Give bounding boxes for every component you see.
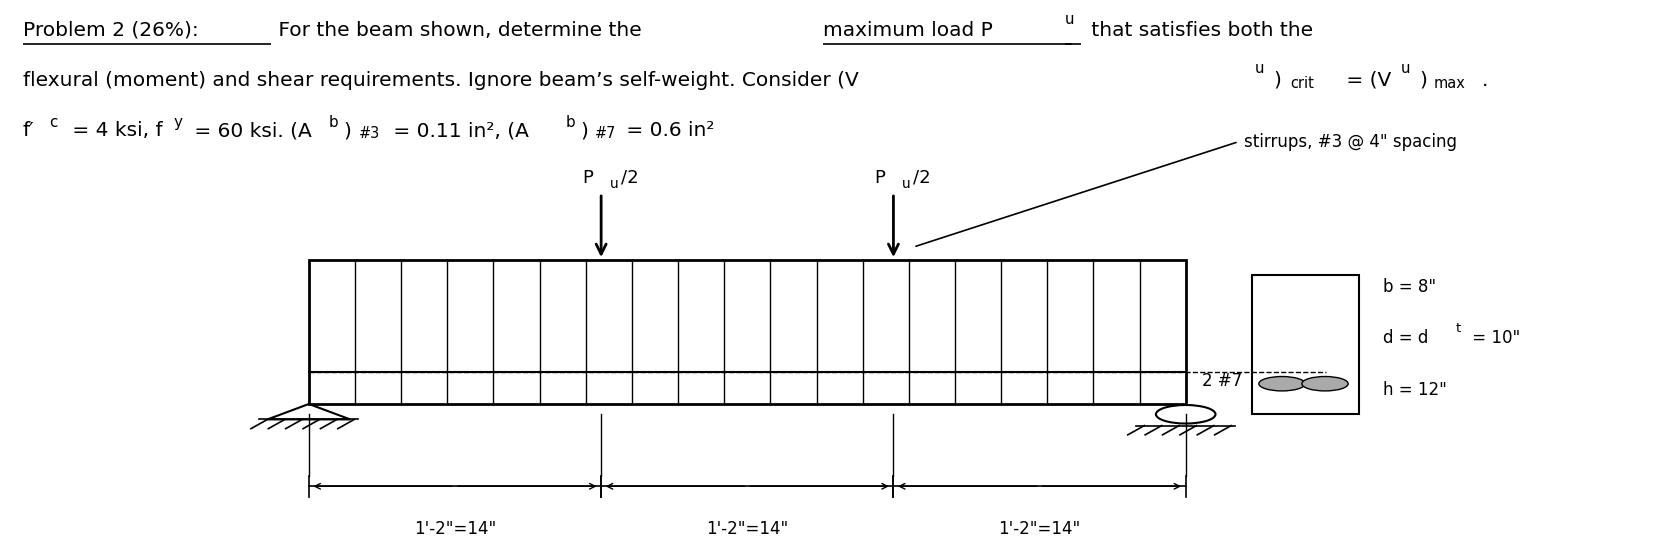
Text: /2: /2 [913, 169, 931, 187]
Text: = 60 ksi. (A: = 60 ksi. (A [188, 121, 312, 140]
Text: u: u [609, 177, 618, 191]
Text: ): ) [344, 121, 352, 140]
Text: #7: #7 [594, 126, 616, 141]
Text: P: P [583, 169, 593, 187]
Text: ): ) [1273, 71, 1282, 90]
Text: Problem 2 (26%):: Problem 2 (26%): [23, 21, 199, 40]
Text: stirrups, #3 @ 4" spacing: stirrups, #3 @ 4" spacing [1243, 133, 1456, 151]
Text: 1'-2"=14": 1'-2"=14" [413, 519, 496, 538]
Text: u: u [1066, 11, 1074, 26]
Text: b: b [329, 115, 339, 130]
Text: ): ) [581, 121, 588, 140]
Text: flexural (moment) and shear requirements. Ignore beam’s self-weight. Consider (V: flexural (moment) and shear requirements… [23, 71, 858, 90]
Text: = 4 ksi, f: = 4 ksi, f [66, 121, 163, 140]
Text: maximum load P: maximum load P [823, 21, 993, 40]
Text: 1'-2"=14": 1'-2"=14" [998, 519, 1081, 538]
Text: P: P [875, 169, 885, 187]
Text: max: max [1434, 76, 1466, 91]
Text: y: y [173, 115, 183, 130]
Text: = (V: = (V [1340, 71, 1391, 90]
Text: 2 #7: 2 #7 [1202, 372, 1242, 390]
Circle shape [1301, 376, 1348, 391]
Text: = 0.6 in²: = 0.6 in² [619, 121, 714, 140]
Text: /2: /2 [621, 169, 639, 187]
Text: d = d: d = d [1383, 329, 1428, 347]
Text: u: u [1255, 62, 1265, 77]
Text: h = 12": h = 12" [1383, 381, 1446, 399]
Text: b = 8": b = 8" [1383, 278, 1436, 296]
Text: c: c [50, 115, 58, 130]
Text: t: t [1456, 322, 1461, 335]
Text: = 0.11 in², (A: = 0.11 in², (A [387, 121, 528, 140]
Text: For the beam shown, determine the: For the beam shown, determine the [272, 21, 649, 40]
Text: crit: crit [1290, 76, 1313, 91]
Text: ): ) [1419, 71, 1428, 90]
Text: that satisfies both the: that satisfies both the [1084, 21, 1313, 40]
Text: u: u [901, 177, 910, 191]
Text: f′: f′ [23, 121, 35, 140]
Text: 1'-2"=14": 1'-2"=14" [706, 519, 788, 538]
Text: #3: #3 [359, 126, 380, 141]
Text: b: b [566, 115, 574, 130]
Text: .: . [1482, 71, 1489, 90]
Circle shape [1258, 376, 1305, 391]
Text: u: u [1401, 62, 1411, 77]
Text: = 10": = 10" [1467, 329, 1521, 347]
